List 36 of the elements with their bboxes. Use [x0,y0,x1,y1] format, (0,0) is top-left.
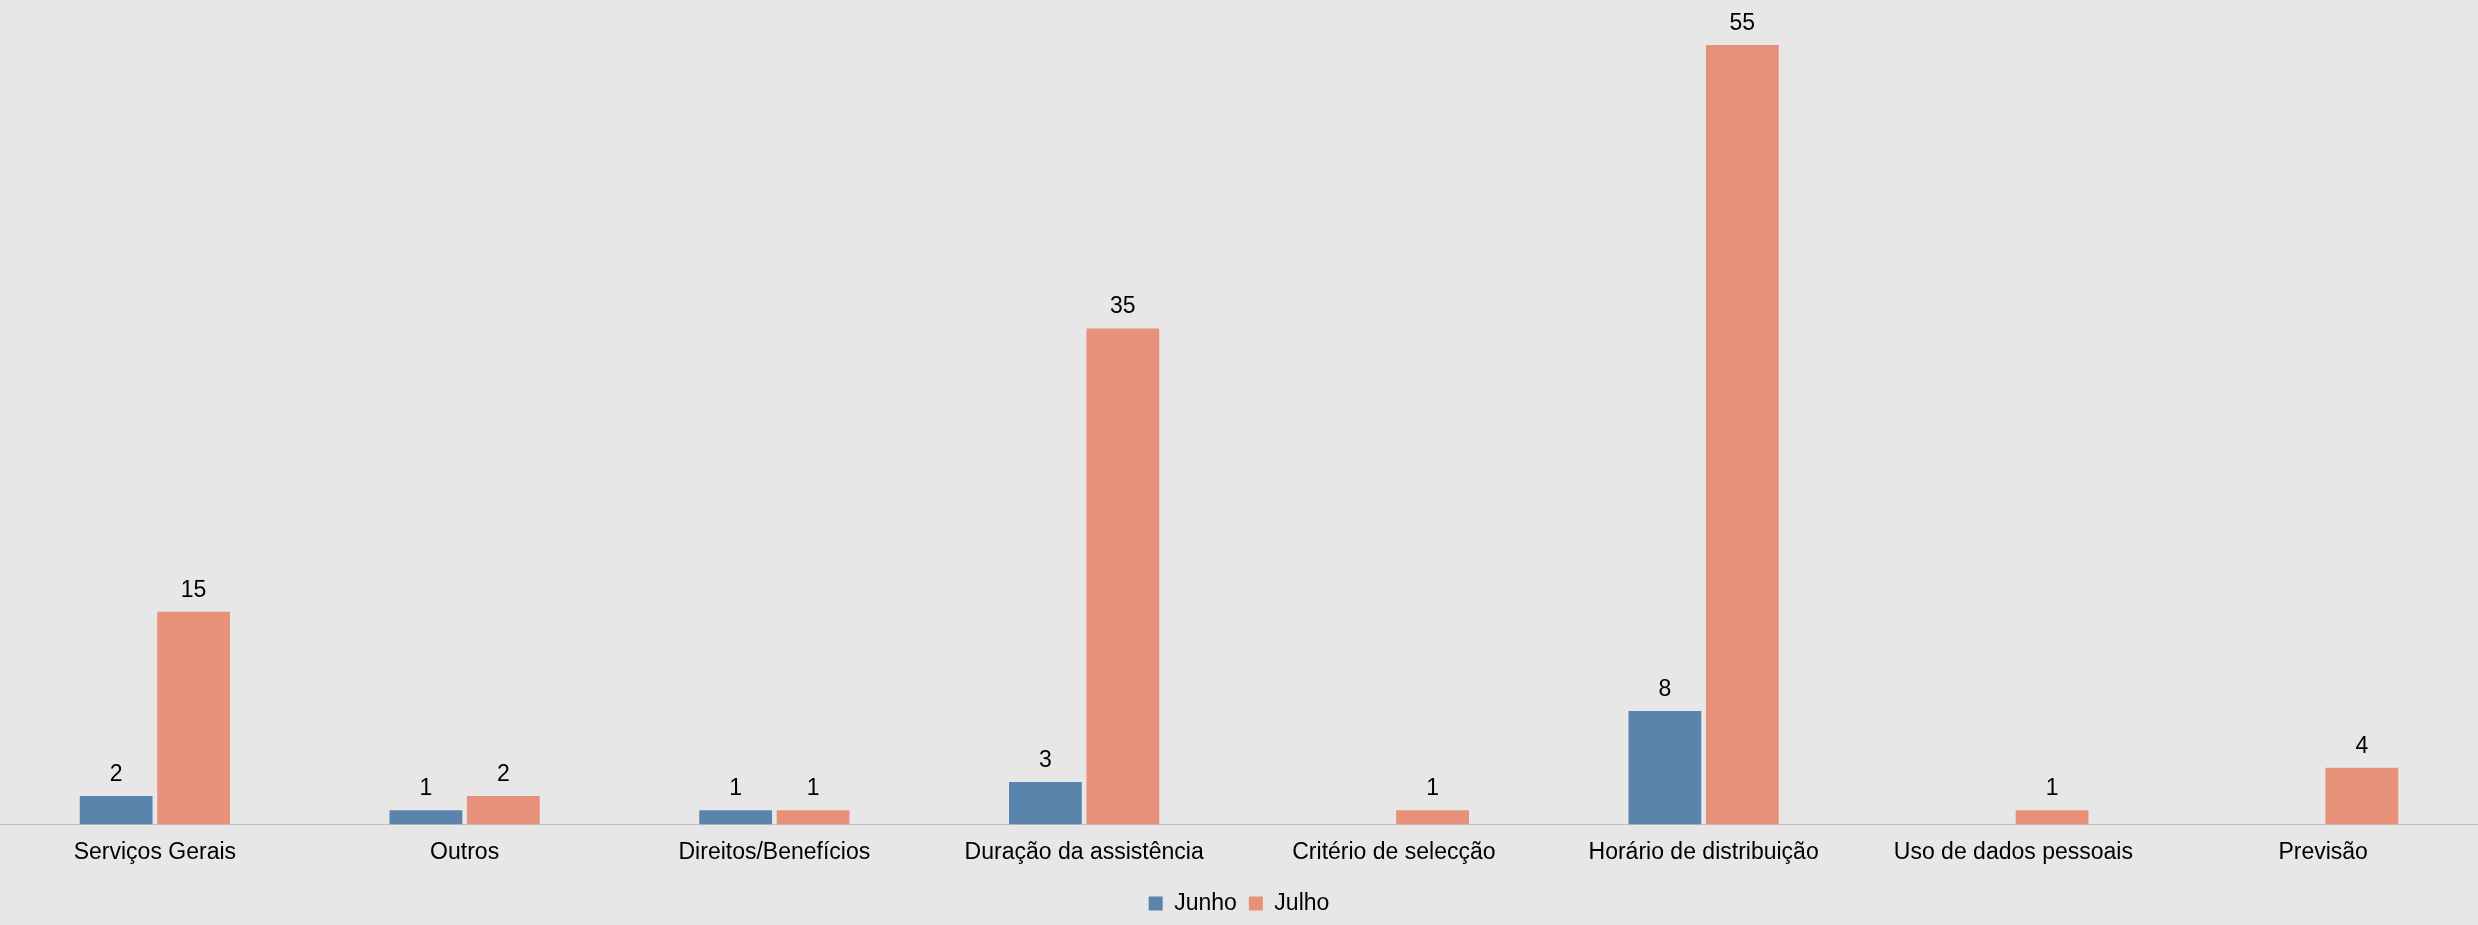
data-label: 1 [419,774,433,801]
x-tick-label: Outros [430,837,500,864]
bar [776,810,850,825]
data-label: 8 [1658,674,1672,701]
bar [2015,810,2089,825]
x-tick-label: Serviços Gerais [73,837,237,864]
bar [157,611,230,825]
data-label: 4 [2355,731,2369,758]
bar [2325,767,2399,825]
bar [1628,711,1702,825]
x-tick-label: Previsão [2278,837,2368,864]
data-label: 1 [729,774,743,801]
bar [1396,810,1469,825]
data-label: 35 [1110,292,1136,319]
bar [79,796,153,825]
legend-label: Julho [1274,888,1330,915]
x-tick-label: Direitos/Benefícios [678,837,871,864]
data-label: 3 [1039,745,1052,772]
data-label: 1 [2045,774,2059,801]
data-label: 1 [1426,774,1439,801]
bar [1705,45,1779,825]
x-tick-label: Critério de selecção [1292,837,1496,864]
x-tick-label: Horário de distribuição [1588,837,1819,864]
data-label: 1 [806,774,820,801]
data-label: 15 [180,575,207,602]
data-label: 2 [109,759,123,786]
legend-label: Junho [1174,888,1237,915]
bar [389,810,463,825]
bar [699,810,773,825]
bar [1009,781,1082,825]
x-tick-label: Uso de dados pessoais [1893,837,2133,864]
x-tick-label: Duração da assistência [964,837,1204,864]
data-label: 2 [496,759,510,786]
bar [466,796,540,825]
bar [1086,328,1160,825]
data-label: 55 [1729,8,1756,35]
